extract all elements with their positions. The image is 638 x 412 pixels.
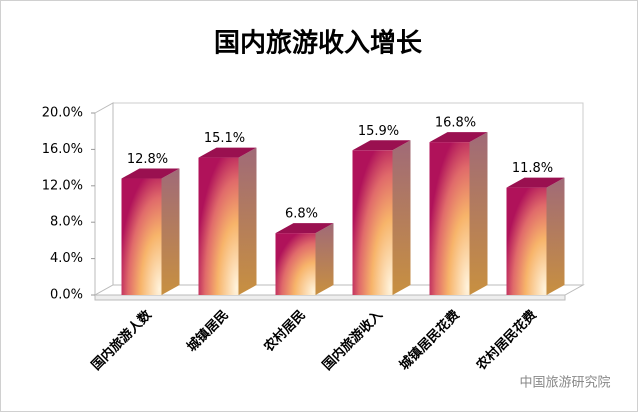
- value-label: 12.8%: [127, 152, 168, 167]
- bar-top: [198, 147, 257, 158]
- value-label: 15.1%: [204, 131, 245, 146]
- x-tick-label: 城镇居民花费: [396, 307, 462, 373]
- floor-edge: [94, 294, 566, 301]
- y-tick-label: 12.0%: [42, 178, 83, 193]
- bar: [198, 157, 239, 295]
- y-tick-label: 20.0%: [42, 106, 83, 121]
- x-tick-label: 农村居民花费: [473, 307, 540, 374]
- x-tick-label: 国内旅游收入: [319, 307, 385, 373]
- bar-side: [469, 132, 488, 295]
- value-label: 6.8%: [285, 207, 318, 222]
- x-tick-label: 国内旅游人数: [88, 306, 155, 373]
- bar-side: [546, 177, 565, 295]
- bar: [121, 178, 162, 295]
- y-tick-label: 0.0%: [50, 288, 83, 303]
- bar: [429, 142, 470, 295]
- bar-side: [392, 140, 411, 295]
- chart-title: 国内旅游收入增长: [214, 28, 423, 59]
- y-tick-label: 8.0%: [50, 215, 83, 230]
- value-label: 11.8%: [512, 161, 553, 176]
- bar-top: [275, 223, 334, 234]
- bar-top: [352, 140, 411, 151]
- watermark: 中国旅游研究院: [519, 376, 610, 391]
- bar-top: [429, 132, 488, 143]
- bar-top: [121, 168, 180, 179]
- bar-side: [238, 147, 257, 295]
- x-tick-label: 城镇居民: [184, 307, 232, 355]
- bar: [275, 233, 316, 295]
- bar-side: [315, 223, 334, 295]
- left-wall: [94, 102, 114, 296]
- y-tick-label: 16.0%: [42, 142, 83, 157]
- x-tick-label: 农村居民: [260, 307, 309, 356]
- value-label: 16.8%: [435, 116, 476, 131]
- bar: [506, 187, 547, 295]
- y-tick-label: 4.0%: [50, 251, 83, 266]
- bar-top: [506, 177, 565, 188]
- bar-side: [161, 168, 180, 295]
- value-label: 15.9%: [358, 124, 399, 139]
- bar: [352, 150, 393, 295]
